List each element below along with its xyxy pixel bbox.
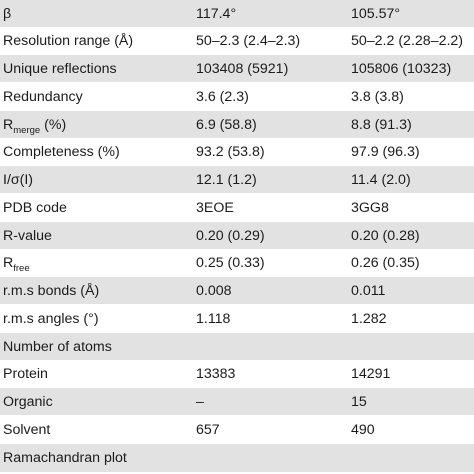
table-row-unique-reflections: Unique reflections 103408 (5921) 105806 … bbox=[0, 55, 474, 82]
value-col-1: 1.118 bbox=[196, 310, 231, 327]
value-col-2: 8.8 (91.3) bbox=[351, 116, 412, 133]
row-label: Resolution range (Å) bbox=[3, 32, 134, 49]
value-col-2: 0.26 (0.35) bbox=[351, 254, 420, 271]
table-row-pdb-code: PDB code 3EOE 3GG8 bbox=[0, 194, 474, 221]
table-row-organic: Organic – 15 bbox=[0, 388, 474, 415]
value-col-1: 657 bbox=[196, 421, 220, 438]
value-col-2: 105806 (10323) bbox=[351, 60, 452, 77]
value-col-2: 97.9 (96.3) bbox=[351, 143, 420, 160]
table-row-completeness: Completeness (%) 93.2 (53.8) 97.9 (96.3) bbox=[0, 138, 474, 165]
row-label: Ramachandran plot bbox=[3, 450, 127, 466]
value-col-2: 0.20 (0.28) bbox=[351, 227, 420, 244]
value-col-2: 15 bbox=[351, 393, 367, 410]
value-col-2: 1.282 bbox=[351, 310, 387, 327]
value-col-1: 3EOE bbox=[196, 199, 234, 216]
table-row-resolution-range: Resolution range (Å) 50–2.3 (2.4–2.3) 50… bbox=[0, 27, 474, 54]
row-label-main: R bbox=[3, 116, 14, 133]
row-label-subscript: free bbox=[13, 262, 30, 274]
table-row-rms-bonds: r.m.s bonds (Å) 0.008 0.011 bbox=[0, 277, 474, 304]
value-col-1: 93.2 (53.8) bbox=[196, 143, 265, 160]
value-col-1: 50–2.3 (2.4–2.3) bbox=[196, 32, 301, 49]
value-col-2: 3GG8 bbox=[351, 199, 389, 216]
value-col-1: – bbox=[196, 393, 204, 410]
value-col-1: 3.6 (2.3) bbox=[196, 88, 249, 105]
value-col-1: 0.25 (0.33) bbox=[196, 254, 265, 271]
table-row-beta: β 117.4° 105.57° bbox=[0, 0, 474, 27]
table-row-r-merge: Rmerge (%) 6.9 (58.8) 8.8 (91.3) bbox=[0, 111, 474, 138]
row-label: Unique reflections bbox=[3, 60, 117, 77]
value-col-1: 12.1 (1.2) bbox=[196, 171, 257, 188]
row-label: I/σ(I) bbox=[3, 171, 34, 188]
row-label: r.m.s angles (°) bbox=[3, 310, 99, 327]
value-col-2: 0.011 bbox=[351, 282, 386, 299]
table-row-redundancy: Redundancy 3.6 (2.3) 3.8 (3.8) bbox=[0, 83, 474, 110]
value-col-2: 50–2.2 (2.28–2.2) bbox=[351, 32, 464, 49]
table-row-rms-angles: r.m.s angles (°) 1.118 1.282 bbox=[0, 305, 474, 332]
value-col-1: 6.9 (58.8) bbox=[196, 116, 257, 133]
table-row-r-value: R-value 0.20 (0.29) 0.20 (0.28) bbox=[0, 222, 474, 249]
table-row-number-of-atoms: Number of atoms bbox=[0, 333, 474, 360]
value-col-2: 105.57° bbox=[351, 5, 401, 22]
row-label: Protein bbox=[3, 365, 48, 382]
value-col-1: 117.4° bbox=[196, 5, 237, 22]
value-col-2: 11.4 (2.0) bbox=[351, 171, 411, 188]
row-label: Completeness (%) bbox=[3, 143, 120, 160]
value-col-1: 103408 (5921) bbox=[196, 60, 289, 77]
table-row-solvent: Solvent 657 490 bbox=[0, 416, 474, 443]
value-col-1: 0.008 bbox=[196, 282, 232, 299]
value-col-2: 3.8 (3.8) bbox=[351, 88, 404, 105]
value-col-2: 14291 bbox=[351, 365, 391, 382]
row-label: Solvent bbox=[3, 421, 51, 438]
table-row-i-over-sigma: I/σ(I) 12.1 (1.2) 11.4 (2.0) bbox=[0, 166, 474, 193]
table-row-r-free: Rfree 0.25 (0.33) 0.26 (0.35) bbox=[0, 249, 474, 276]
row-label: Number of atoms bbox=[3, 338, 112, 355]
row-label-tail: (%) bbox=[40, 116, 67, 133]
row-label: Redundancy bbox=[3, 88, 83, 105]
value-col-1: 13383 bbox=[196, 365, 236, 382]
value-col-2: 490 bbox=[351, 421, 375, 438]
row-label: PDB code bbox=[3, 199, 67, 216]
row-label: r.m.s bonds (Å) bbox=[3, 282, 100, 299]
row-label: Rfree bbox=[3, 254, 30, 274]
value-col-1: 0.20 (0.29) bbox=[196, 227, 265, 244]
table-row-protein: Protein 13383 14291 bbox=[0, 360, 474, 387]
row-label-main: R bbox=[3, 254, 14, 271]
row-label: Rmerge (%) bbox=[3, 116, 67, 136]
row-label: β bbox=[3, 5, 12, 22]
table-row-ramachandran-plot: Ramachandran plot bbox=[0, 444, 474, 472]
row-label-subscript: merge bbox=[13, 124, 41, 136]
row-label: R-value bbox=[3, 227, 52, 244]
row-label: Organic bbox=[3, 393, 53, 410]
